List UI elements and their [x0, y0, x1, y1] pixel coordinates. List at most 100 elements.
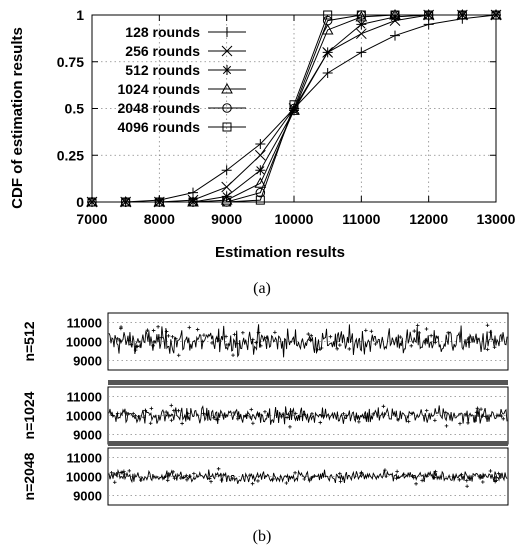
trace-data-point — [149, 406, 154, 411]
trace-data-point — [167, 472, 171, 476]
trace-data-point — [488, 469, 493, 473]
trace-data-point — [479, 407, 483, 411]
trace-data-point — [120, 470, 124, 475]
trace-data-point — [181, 475, 186, 480]
trace-data-point — [320, 413, 325, 418]
trace-data-point — [204, 412, 209, 416]
cdf-data-point — [355, 28, 367, 40]
trace-data-point — [467, 336, 471, 340]
trace-strip-n=1024: 9000 10000 11000 n=1024 — [21, 380, 509, 445]
cdf-y-ticks: 0 0.25 0.5 0.75 1 — [57, 7, 496, 210]
trace-y-tick-label: 10000 — [66, 409, 102, 424]
trace-y-tick-label: 9000 — [73, 489, 102, 504]
legend-label: 256 rounds — [125, 43, 200, 59]
trace-y-tick-label: 9000 — [73, 354, 102, 369]
trace-data-point — [188, 474, 192, 478]
trace-data-point — [152, 340, 156, 344]
trace-strip-n=2048: 9000 10000 11000 n=2048 — [21, 441, 509, 506]
trace-data-point — [496, 471, 501, 476]
trace-data-point — [187, 325, 192, 330]
trace-data-point — [133, 348, 138, 352]
trace-series-label: n=2048 — [21, 452, 37, 500]
trace-data-point — [159, 335, 164, 340]
trace-data-point — [433, 340, 438, 345]
trace-panel: 90001000011000n=51290001000011000n=10249… — [21, 312, 509, 545]
trace-data-point — [136, 414, 141, 419]
cdf-x-axis-label: Estimation results — [215, 244, 345, 261]
trace-data-point — [414, 482, 418, 486]
legend-label: 2048 rounds — [118, 100, 201, 116]
trace-data-point — [163, 474, 168, 478]
trace-data-point — [424, 408, 429, 413]
cdf-x-ticks: 7000 8000 9000 10000 11000 12000 13000 — [76, 15, 516, 227]
trace-data-point — [179, 476, 183, 480]
trace-data-point — [192, 471, 196, 476]
trace-data-point — [184, 414, 189, 419]
trace-data-point — [258, 344, 263, 348]
cdf-x-tick-label: 11000 — [342, 211, 380, 227]
trace-data-point — [249, 407, 254, 412]
trace-data-point — [357, 420, 361, 424]
trace-data-point — [485, 323, 490, 328]
trace-data-point — [210, 341, 214, 345]
trace-data-point — [133, 413, 138, 418]
legend-marker — [222, 27, 232, 37]
trace-data-point — [176, 408, 181, 413]
trace-data-point — [241, 330, 245, 335]
trace-data-point — [171, 470, 175, 474]
trace-data-point — [424, 327, 429, 331]
trace-data-point — [481, 480, 485, 484]
trace-data-point — [166, 334, 171, 338]
trace-data-point — [474, 410, 479, 415]
trace-data-point — [309, 333, 314, 338]
trace-data-point — [143, 408, 148, 413]
trace-data-point — [289, 409, 293, 414]
trace-y-tick-label: 11000 — [67, 390, 102, 405]
trace-data-point — [232, 332, 237, 337]
trace-data-point — [337, 471, 342, 476]
cdf-x-tick-label: 10000 — [275, 211, 314, 227]
trace-data-point — [433, 418, 437, 423]
trace-data-point — [119, 326, 123, 331]
trace-data-point — [319, 346, 324, 350]
trace-data-point — [200, 339, 205, 344]
cdf-x-tick-label: 13000 — [477, 211, 516, 227]
trace-data-point — [129, 342, 134, 347]
trace-data-point — [344, 413, 348, 418]
trace-data-point — [202, 333, 206, 337]
cdf-data-point — [221, 181, 233, 193]
legend-marker — [222, 103, 232, 113]
trace-data-point — [302, 412, 307, 417]
trace-data-point — [315, 347, 320, 352]
trace-data-point — [415, 323, 420, 328]
strip-separator — [108, 380, 508, 385]
trace-data-point — [481, 474, 486, 479]
trace-data-point — [251, 337, 255, 342]
trace-data-point — [288, 425, 292, 429]
cdf-data-point — [390, 30, 400, 41]
trace-y-tick-label: 9000 — [73, 428, 102, 443]
cdf-legend: 128 rounds 256 rounds 512 rounds 1024 round… — [118, 24, 246, 135]
trace-data-point — [148, 421, 153, 426]
trace-data-point — [230, 477, 235, 481]
trace-data-point — [335, 347, 339, 351]
trace-data-point — [467, 340, 471, 345]
trace-data-point — [170, 334, 175, 339]
cdf-x-tick-label: 8000 — [144, 211, 175, 227]
trace-data-point — [176, 353, 181, 358]
cdf-data-point — [254, 177, 267, 188]
legend-label: 128 rounds — [125, 24, 200, 40]
legend-label: 1024 rounds — [118, 81, 201, 97]
cdf-data-point — [288, 104, 300, 115]
trace-data-point — [398, 335, 403, 339]
trace-data-point — [359, 471, 364, 476]
cdf-data-point — [255, 139, 266, 150]
trace-data-point — [284, 481, 289, 485]
trace-data-point — [475, 406, 480, 411]
trace-data-point — [431, 475, 436, 480]
trace-data-point — [165, 478, 170, 483]
trace-data-point — [458, 421, 462, 426]
trace-data-point — [285, 415, 289, 420]
cdf-y-tick-label: 0 — [76, 194, 84, 210]
trace-data-point — [417, 331, 421, 335]
